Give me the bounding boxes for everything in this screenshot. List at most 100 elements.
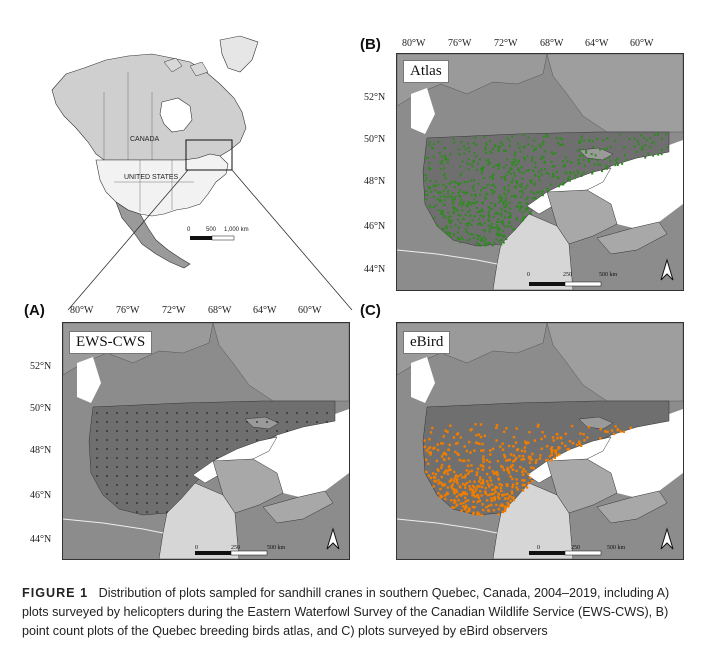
survey-plot bbox=[166, 466, 168, 468]
atlas-plot bbox=[666, 146, 669, 149]
survey-plot bbox=[256, 439, 258, 441]
ebird-plot bbox=[506, 483, 509, 487]
atlas-plot bbox=[525, 202, 528, 205]
ebird-plot bbox=[511, 464, 514, 467]
ebird-plot bbox=[534, 461, 538, 464]
ebird-plot bbox=[440, 475, 443, 479]
atlas-plot bbox=[549, 183, 552, 186]
ebird-plot bbox=[468, 480, 471, 483]
atlas-plot bbox=[440, 213, 443, 216]
atlas-plot bbox=[457, 231, 460, 234]
survey-plot bbox=[166, 484, 168, 486]
labrador-landmass bbox=[546, 323, 683, 402]
atlas-plot bbox=[432, 195, 435, 198]
atlas-plot bbox=[452, 210, 455, 213]
atlas-plot bbox=[519, 201, 522, 204]
ebird-plot bbox=[556, 432, 559, 436]
atlas-plot bbox=[484, 146, 487, 149]
ebird-plot bbox=[471, 488, 474, 492]
ebird-plot bbox=[473, 480, 476, 483]
atlas-plot bbox=[492, 177, 495, 180]
atlas-plot bbox=[442, 183, 445, 186]
ebird-plot bbox=[496, 495, 500, 499]
map-title: eBird bbox=[403, 331, 451, 354]
ebird-plot bbox=[507, 505, 510, 508]
ebird-plot bbox=[470, 469, 474, 473]
atlas-plot bbox=[480, 240, 483, 243]
atlas-plot bbox=[464, 227, 467, 230]
atlas-plot bbox=[459, 221, 462, 224]
ebird-plot bbox=[529, 466, 533, 469]
new-brunswick bbox=[212, 458, 284, 514]
atlas-plot bbox=[456, 218, 459, 221]
scale-label: 500 km bbox=[267, 545, 286, 551]
atlas-plot bbox=[446, 231, 449, 234]
ebird-plot bbox=[577, 440, 581, 443]
atlas-plot bbox=[481, 166, 484, 169]
atlas-plot bbox=[443, 158, 446, 161]
atlas-plot bbox=[500, 196, 503, 199]
atlas-plot bbox=[470, 223, 473, 226]
atlas-plot bbox=[534, 166, 537, 169]
survey-plot bbox=[196, 466, 198, 468]
ebird-plot bbox=[476, 485, 479, 488]
survey-plot bbox=[176, 466, 178, 468]
ebird-plot bbox=[436, 448, 440, 452]
survey-plot bbox=[106, 457, 108, 459]
atlas-plot bbox=[526, 196, 529, 199]
ebird-plot bbox=[480, 514, 483, 517]
ebird-plot bbox=[468, 470, 471, 473]
atlas-plot bbox=[522, 156, 525, 159]
atlas-plot bbox=[602, 139, 605, 142]
atlas-plot bbox=[444, 199, 447, 202]
atlas-plot bbox=[563, 181, 566, 184]
survey-plot bbox=[226, 439, 228, 441]
ebird-plot bbox=[434, 473, 438, 476]
ebird-plot bbox=[509, 475, 512, 478]
atlas-plot bbox=[439, 161, 442, 164]
atlas-plot bbox=[568, 175, 571, 178]
atlas-plot bbox=[495, 164, 498, 167]
ebird-plot bbox=[454, 476, 457, 479]
atlas-plot bbox=[543, 161, 546, 164]
ebird-plot bbox=[480, 482, 483, 485]
ebird-plot bbox=[474, 441, 478, 444]
ebird-plot bbox=[524, 440, 527, 443]
atlas-plot bbox=[434, 184, 437, 187]
ebird-plot bbox=[485, 505, 488, 509]
atlas-plot bbox=[428, 168, 431, 171]
survey-plot bbox=[126, 448, 128, 450]
atlas-plot bbox=[614, 164, 617, 167]
atlas-plot bbox=[484, 238, 487, 241]
ebird-plot bbox=[549, 448, 553, 451]
atlas-plot bbox=[485, 152, 488, 155]
atlas-plot bbox=[503, 192, 506, 195]
atlas-plot bbox=[652, 140, 655, 143]
ebird-plot bbox=[500, 489, 503, 493]
atlas-plot bbox=[502, 143, 505, 146]
survey-plot bbox=[176, 412, 178, 414]
atlas-plot bbox=[500, 141, 503, 144]
atlas-plot bbox=[437, 209, 440, 212]
atlas-plot bbox=[511, 161, 514, 164]
atlas-plot bbox=[444, 177, 447, 180]
atlas-plot bbox=[460, 141, 463, 144]
atlas-plot bbox=[492, 174, 495, 177]
ebird-plot bbox=[520, 458, 523, 461]
atlas-plot bbox=[436, 198, 439, 201]
atlas-plot bbox=[495, 211, 498, 214]
lat-tick: 50°N bbox=[30, 403, 52, 414]
atlas-plot bbox=[657, 133, 660, 136]
ebird-plot bbox=[446, 472, 450, 476]
atlas-plot bbox=[466, 162, 469, 165]
ebird-plot bbox=[452, 436, 456, 439]
atlas-plot bbox=[510, 181, 513, 184]
ebird-plot bbox=[459, 473, 462, 477]
atlas-plot bbox=[458, 195, 461, 198]
atlas-plot bbox=[529, 181, 532, 184]
atlas-plot bbox=[457, 191, 460, 194]
ebird-plot bbox=[536, 425, 540, 428]
survey-plot bbox=[186, 421, 188, 423]
survey-plot bbox=[216, 439, 218, 441]
ebird-plot bbox=[507, 444, 511, 448]
